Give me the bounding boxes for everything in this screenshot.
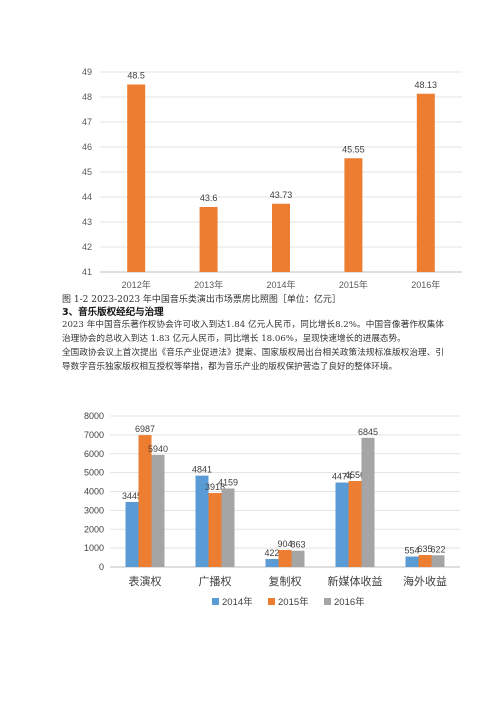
x-tick-label: 2013年 bbox=[194, 279, 223, 290]
data-label: 5940 bbox=[148, 444, 168, 454]
paragraph: 全国政协会议上首次提出《音乐产业促进法》提案、国家版权局出台相关政策法规标准版权… bbox=[62, 348, 444, 372]
x-tick-label: 海外收益 bbox=[403, 574, 447, 588]
bar bbox=[199, 207, 218, 272]
data-label: 48.5 bbox=[127, 71, 145, 81]
data-label: 422 bbox=[264, 548, 279, 558]
box-office-bar-chart: 41 42 43 44 45 46 47 48 49 48.5 2012年 43.6 2013年 43.7… bbox=[82, 67, 462, 290]
x-tick-label: 2014年 bbox=[266, 279, 295, 290]
data-label: 6845 bbox=[358, 427, 378, 437]
y-tick-label: 42 bbox=[82, 242, 92, 252]
body-text: 2023 年中国音乐著作权协会许可收入到达1.84 亿元人民币，同比增长8.2%… bbox=[62, 318, 444, 374]
copyright-revenue-bar-chart: 0 1000 2000 3000 4000 5000 6000 7000 8000 3445 698… bbox=[84, 411, 460, 608]
data-label: 48.13 bbox=[415, 80, 438, 90]
bar bbox=[278, 549, 292, 567]
x-tick-label: 新媒体收益 bbox=[328, 574, 383, 588]
legend-label: 2016年 bbox=[334, 596, 365, 608]
y-tick-label: 3000 bbox=[84, 505, 104, 515]
data-label: 43.6 bbox=[200, 193, 218, 203]
bar bbox=[125, 501, 139, 567]
legend-swatch bbox=[324, 598, 331, 605]
paragraph: 2023 年中国音乐著作权协会许可收入到达1.84 亿元人民币，同比增长8.2%… bbox=[62, 320, 444, 344]
bar bbox=[416, 93, 435, 272]
bar bbox=[405, 556, 419, 567]
x-tick-label: 广播权 bbox=[199, 574, 232, 588]
y-tick-label: 6000 bbox=[84, 449, 104, 459]
data-label: 3918 bbox=[205, 482, 225, 492]
bar bbox=[344, 158, 363, 272]
y-tick-label: 48 bbox=[82, 92, 92, 102]
data-label: 863 bbox=[290, 540, 305, 550]
x-tick-label: 复制权 bbox=[269, 574, 302, 588]
data-label: 45.55 bbox=[342, 144, 365, 154]
x-tick-label: 2012年 bbox=[122, 279, 151, 290]
y-tick-label: 47 bbox=[82, 117, 92, 127]
data-label: 4474 bbox=[332, 472, 352, 482]
bar bbox=[418, 555, 432, 567]
y-tick-label: 5000 bbox=[84, 468, 104, 478]
x-tick-label: 表演权 bbox=[129, 574, 162, 588]
y-tick-label: 1000 bbox=[84, 543, 104, 553]
bar bbox=[151, 454, 165, 567]
y-tick-label: 2000 bbox=[84, 524, 104, 534]
bar bbox=[221, 488, 235, 567]
legend-label: 2015年 bbox=[278, 596, 309, 608]
y-tick-label: 0 bbox=[99, 562, 104, 572]
y-tick-label: 8000 bbox=[84, 411, 104, 421]
bar bbox=[195, 475, 209, 567]
figure-caption: 图 1-2 2023-2023 年中国音乐类演出市场票房比照图［单位：亿元］ bbox=[62, 295, 341, 305]
data-label: 6987 bbox=[135, 424, 155, 434]
data-label: 622 bbox=[430, 544, 445, 554]
data-label: 4841 bbox=[192, 465, 212, 475]
y-tick-label: 49 bbox=[82, 67, 92, 77]
bar bbox=[265, 559, 279, 567]
bar bbox=[291, 550, 305, 567]
y-tick-label: 44 bbox=[82, 192, 92, 202]
bar bbox=[348, 481, 362, 567]
legend-swatch bbox=[212, 598, 219, 605]
y-tick-label: 41 bbox=[82, 267, 92, 277]
data-label: 4556 bbox=[345, 470, 365, 480]
data-label: 554 bbox=[404, 546, 419, 556]
x-tick-label: 2015年 bbox=[339, 279, 368, 290]
bar bbox=[272, 203, 290, 272]
y-tick-label: 45 bbox=[82, 167, 92, 177]
legend-label: 2014年 bbox=[222, 596, 253, 608]
data-label: 904 bbox=[277, 539, 292, 549]
bar bbox=[335, 482, 349, 567]
bar bbox=[361, 437, 375, 567]
bar bbox=[208, 493, 222, 567]
legend-swatch bbox=[268, 598, 275, 605]
x-tick-label: 2016年 bbox=[411, 279, 440, 290]
bar bbox=[138, 435, 152, 567]
bar bbox=[431, 555, 445, 567]
data-label: 43.73 bbox=[270, 190, 293, 200]
y-tick-label: 46 bbox=[82, 142, 92, 152]
y-tick-label: 43 bbox=[82, 217, 92, 227]
y-tick-label: 4000 bbox=[84, 487, 104, 497]
section-heading: 3、音乐版权经纪与治理 bbox=[62, 307, 164, 318]
data-label: 635 bbox=[417, 544, 432, 554]
data-label: 4159 bbox=[218, 477, 238, 487]
data-label: 3445 bbox=[122, 491, 142, 501]
y-tick-label: 7000 bbox=[84, 430, 104, 440]
bar bbox=[127, 84, 146, 272]
